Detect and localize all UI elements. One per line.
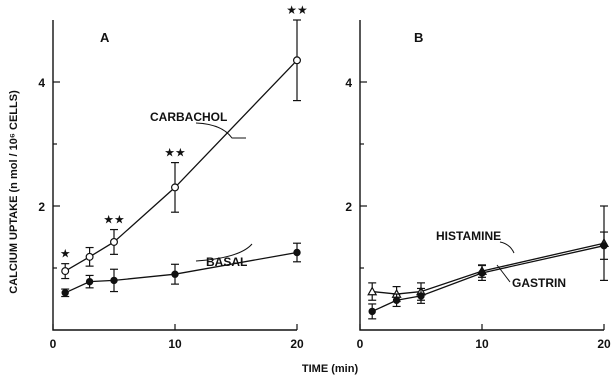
data-point: [61, 267, 70, 276]
data-point: [171, 270, 179, 278]
series-line: [64, 59, 298, 272]
label-leader-line: [195, 243, 253, 262]
data-point: [110, 276, 118, 285]
data-point: [367, 286, 378, 296]
data-point: [109, 237, 118, 246]
label-leader-line: [496, 264, 511, 283]
axes-frame: [359, 20, 604, 331]
label-leader-line: [499, 241, 515, 254]
data-point: [293, 248, 301, 257]
significance-stars: ★★: [286, 3, 308, 17]
series-gastrin: GASTRIN: [368, 231, 608, 320]
label-leader-line: [195, 122, 246, 139]
y-tick-label: 4: [38, 76, 45, 90]
panel-b: 0 10 20 2 4 B HISTAMINE GASTRIN: [345, 20, 611, 351]
y-tick-label: 2: [345, 200, 352, 214]
data-point: [478, 269, 486, 277]
data-point: [61, 289, 69, 297]
y-axis-label: CALCIUM UPTAKE (n mol / 10⁶ CELLS): [8, 90, 20, 294]
series-label: GASTRIN: [512, 276, 566, 290]
series-carbachol: ★★★★★★★CARBACHOL: [60, 3, 308, 280]
data-point: [85, 252, 94, 261]
x-tick-label: 10: [475, 337, 489, 351]
y-tick-label: 4: [345, 76, 352, 90]
panel-label: B: [414, 30, 423, 45]
data-point: [85, 277, 94, 286]
data-point: [392, 296, 401, 304]
x-axis-label: TIME (min): [302, 363, 359, 375]
series-line: [372, 242, 605, 295]
series-line: [371, 245, 605, 312]
series-histamine: HISTAMINE: [367, 205, 610, 303]
significance-stars: ★★: [103, 213, 125, 227]
x-tick-label: 10: [168, 337, 182, 351]
series-label: HISTAMINE: [436, 229, 501, 243]
data-point: [600, 241, 608, 250]
series-line: [64, 251, 298, 294]
series-label: CARBACHOL: [150, 110, 227, 124]
series-basal: BASAL: [61, 242, 301, 298]
significance-stars: ★★: [164, 146, 186, 160]
x-tick-label: 20: [597, 337, 611, 351]
x-tick-label: 0: [50, 337, 57, 351]
data-point: [417, 292, 425, 300]
series-label: BASAL: [206, 255, 247, 269]
y-tick-label: 2: [38, 200, 45, 214]
data-point: [368, 307, 376, 316]
x-tick-label: 20: [290, 337, 304, 351]
data-point: [171, 183, 180, 192]
x-tick-label: 0: [357, 337, 364, 351]
data-point: [293, 56, 302, 65]
panel-label: A: [100, 30, 110, 45]
significance-stars: ★: [60, 247, 71, 261]
